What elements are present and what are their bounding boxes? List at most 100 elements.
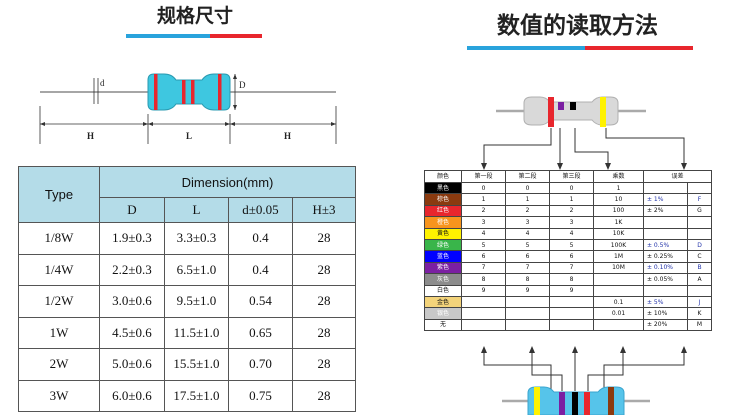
cc-cell-tol: ± 5% (643, 295, 688, 309)
top-connector-lines (481, 128, 687, 170)
cc-cell-mult: 10K (593, 227, 644, 240)
dimension-header: Dimension(mm) (98, 166, 357, 198)
cell-d: 6.0±0.6 (99, 379, 165, 412)
cell-type: 3W (18, 379, 100, 412)
color-swatch-cell: 黑色 (424, 181, 462, 195)
resistor-band (154, 74, 158, 110)
label-H-right: H (284, 131, 291, 141)
cc-cell-tol-code: G (686, 204, 713, 218)
cc-cell-mult: 1K (593, 216, 644, 229)
cc-cell-c1: 0 (461, 181, 506, 195)
spec-size-title: 规格尺寸 (156, 5, 233, 27)
cc-cell-c2: 9 (505, 284, 550, 297)
cc-cell-tol-code (686, 181, 713, 195)
cc-cell-c1 (461, 295, 506, 309)
cc-cell-tol (643, 181, 688, 195)
col-header-d: d±0.05 (228, 197, 293, 223)
label-L: L (186, 131, 192, 141)
cc-cell-tol-code: C (686, 250, 713, 263)
cc-header-cell: 乘数 (593, 170, 644, 183)
cc-cell-tol (643, 216, 688, 229)
cell-l: 17.5±1.0 (164, 379, 229, 412)
color-code-table: 颜色 第一段 第二段 第三段 乘数 误差 黑色 0 0 0 1 棕色 1 1 1 10 ± 1% F 红色 2 2 2 1… (424, 170, 713, 332)
color-band (570, 102, 576, 110)
cc-cell-tol (643, 227, 688, 240)
cc-cell-tol-code: F (686, 193, 713, 206)
label-H-left: H (87, 131, 94, 141)
table-row: 2W 5.0±0.6 15.5±1.0 0.70 28 (18, 348, 357, 381)
cell-h: 28 (291, 285, 357, 318)
cc-cell-mult: 0.1 (593, 295, 644, 309)
col-header-L: L (164, 197, 229, 223)
table-row: 银色 0.01 ± 10% K (424, 307, 713, 320)
cc-cell-mult (593, 273, 644, 286)
color-band (548, 97, 554, 127)
type-header: Type (18, 166, 100, 223)
cc-header-cell: 颜色 (424, 170, 462, 183)
table-row: 1/8W 1.9±0.3 3.3±0.3 0.4 28 (18, 222, 357, 255)
cc-cell-c1 (461, 318, 506, 332)
cc-cell-c2 (505, 307, 550, 320)
cc-cell-c3: 8 (549, 273, 594, 286)
cell-h: 28 (291, 348, 357, 381)
resistor-band (191, 80, 195, 104)
table-row: 绿色 5 5 5 100K ± 0.5% D (424, 238, 713, 252)
cc-cell-mult (593, 318, 644, 332)
cc-header-cell: 误差 (642, 170, 713, 183)
cell-l: 3.3±0.3 (164, 222, 229, 255)
color-swatch-cell: 蓝色 (424, 250, 462, 263)
resistor-band (218, 74, 222, 110)
color-swatch-cell: 橙色 (424, 216, 462, 229)
cc-cell-c1: 2 (461, 204, 506, 218)
resistor-body (147, 73, 231, 111)
title-underline-blue (467, 46, 585, 50)
cc-cell-c3: 2 (549, 204, 594, 218)
table-row: 红色 2 2 2 100 ± 2% G (424, 204, 713, 218)
cell-d: 5.0±0.6 (99, 348, 165, 381)
cc-cell-tol: ± 0.05% (643, 273, 688, 286)
cc-cell-c2: 0 (505, 181, 550, 195)
table-row: 1/2W 3.0±0.6 9.5±1.0 0.54 28 (18, 285, 357, 318)
cc-cell-c2 (505, 295, 550, 309)
cc-cell-tol-code: J (686, 295, 713, 309)
table-row: 1/4W 2.2±0.3 6.5±1.0 0.4 28 (18, 253, 357, 286)
cell-l: 9.5±1.0 (164, 285, 229, 318)
cc-cell-tol-code: D (686, 238, 713, 252)
cell-type: 1W (18, 316, 100, 349)
cc-header-cell: 第三段 (549, 170, 594, 183)
table-row: 金色 0.1 ± 5% J (424, 295, 713, 309)
cc-cell-c1: 7 (461, 261, 506, 275)
table-row: 1W 4.5±0.6 11.5±1.0 0.65 28 (18, 316, 357, 349)
cc-cell-tol-code: K (686, 307, 713, 320)
cell-h: 28 (291, 379, 357, 412)
title-underline-red (585, 46, 693, 50)
resistor-dimension-diagram: d D H L H (39, 73, 337, 144)
color-band (584, 392, 590, 415)
cc-cell-tol: ± 2% (643, 204, 688, 218)
table-row: 灰色 8 8 8 ± 0.05% A (424, 273, 713, 286)
col-header-H: H±3 (291, 197, 357, 223)
label-d: d (100, 78, 105, 88)
cc-cell-tol: ± 0.5% (643, 238, 688, 252)
cc-cell-c3 (549, 318, 594, 332)
cc-cell-tol-code (686, 227, 713, 240)
cc-cell-c2: 8 (505, 273, 550, 286)
color-band (559, 392, 565, 415)
title-underline-blue (126, 34, 210, 38)
color-swatch-cell: 金色 (424, 295, 462, 309)
cell-type: 1/4W (18, 253, 100, 286)
cc-cell-c1: 6 (461, 250, 506, 263)
cc-cell-mult: 100 (593, 204, 644, 218)
color-swatch-cell: 红色 (424, 204, 462, 218)
cc-cell-c2: 1 (505, 193, 550, 206)
table-row: 黑色 0 0 0 1 (424, 181, 713, 195)
cc-cell-tol: ± 10% (643, 307, 688, 320)
cell-d: 4.5±0.6 (99, 316, 165, 349)
color-band (572, 392, 578, 415)
cc-cell-mult: 100K (593, 238, 644, 252)
cc-cell-c1: 1 (461, 193, 506, 206)
cc-cell-mult: 1 (593, 181, 644, 195)
label-D: D (239, 80, 246, 90)
cc-cell-c1: 9 (461, 284, 506, 297)
cc-cell-c2: 4 (505, 227, 550, 240)
